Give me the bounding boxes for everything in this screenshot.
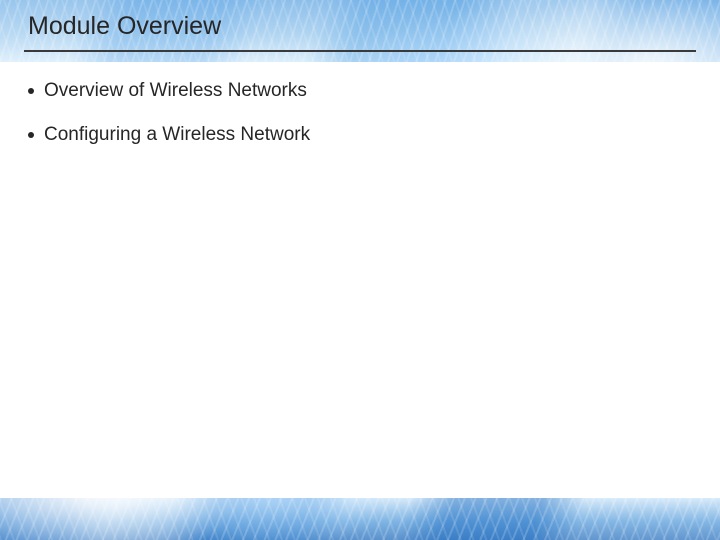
title-underline — [24, 50, 696, 52]
bullet-text: Overview of Wireless Networks — [44, 78, 307, 104]
bullet-item: Configuring a Wireless Network — [28, 122, 692, 148]
bullet-dot-icon — [28, 88, 34, 94]
bullet-text: Configuring a Wireless Network — [44, 122, 310, 148]
bullet-dot-icon — [28, 132, 34, 138]
footer-decorative-band — [0, 498, 720, 540]
slide-title: Module Overview — [28, 12, 221, 41]
bullet-item: Overview of Wireless Networks — [28, 78, 692, 104]
slide-body: Overview of Wireless Networks Configurin… — [28, 78, 692, 165]
